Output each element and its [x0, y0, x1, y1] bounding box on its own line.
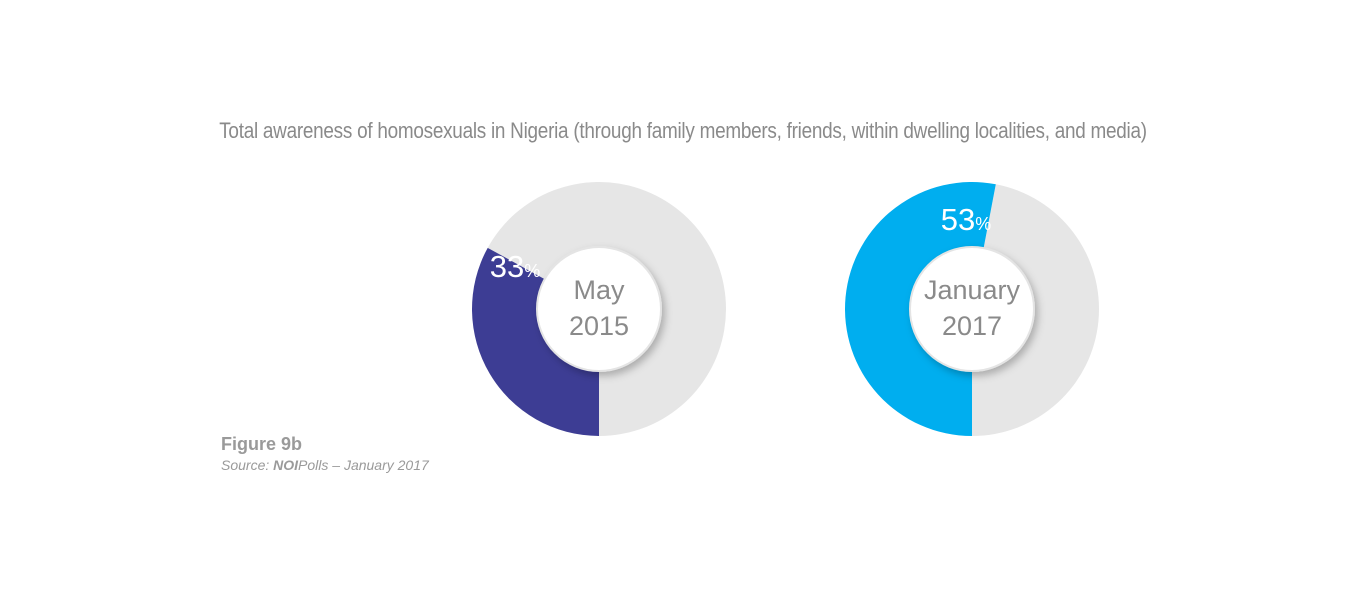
source-rest: Polls – January 2017 [298, 457, 429, 473]
chart-title: Total awareness of homosexuals in Nigeri… [219, 118, 1147, 143]
center-label-line2: 2015 [569, 311, 629, 341]
center-label-line1: January [924, 275, 1021, 305]
donut-chart-may-2015: May 2015 33% [472, 181, 727, 436]
source-brand: NOI [273, 457, 299, 473]
donut-center-circle [536, 246, 662, 372]
figure-caption: Figure 9b Source: NOIPolls – January 201… [221, 433, 429, 475]
value-number: 53 [941, 202, 975, 237]
center-label-line1: May [573, 275, 625, 305]
figure-source: Source: NOIPolls – January 2017 [221, 455, 429, 475]
value-percent: % [524, 261, 540, 281]
source-prefix: Source: [221, 457, 274, 473]
figure-label: Figure 9b [221, 434, 303, 454]
value-label: 53% [941, 202, 992, 237]
center-label-line2: 2017 [942, 311, 1002, 341]
value-number: 33 [490, 249, 524, 284]
value-label: 33% [490, 249, 541, 284]
donut-chart-january-2017: January 2017 53% [845, 182, 1099, 436]
value-percent: % [975, 214, 991, 234]
donut-remainder-slice [972, 184, 1099, 436]
donut-center-circle [909, 246, 1035, 372]
